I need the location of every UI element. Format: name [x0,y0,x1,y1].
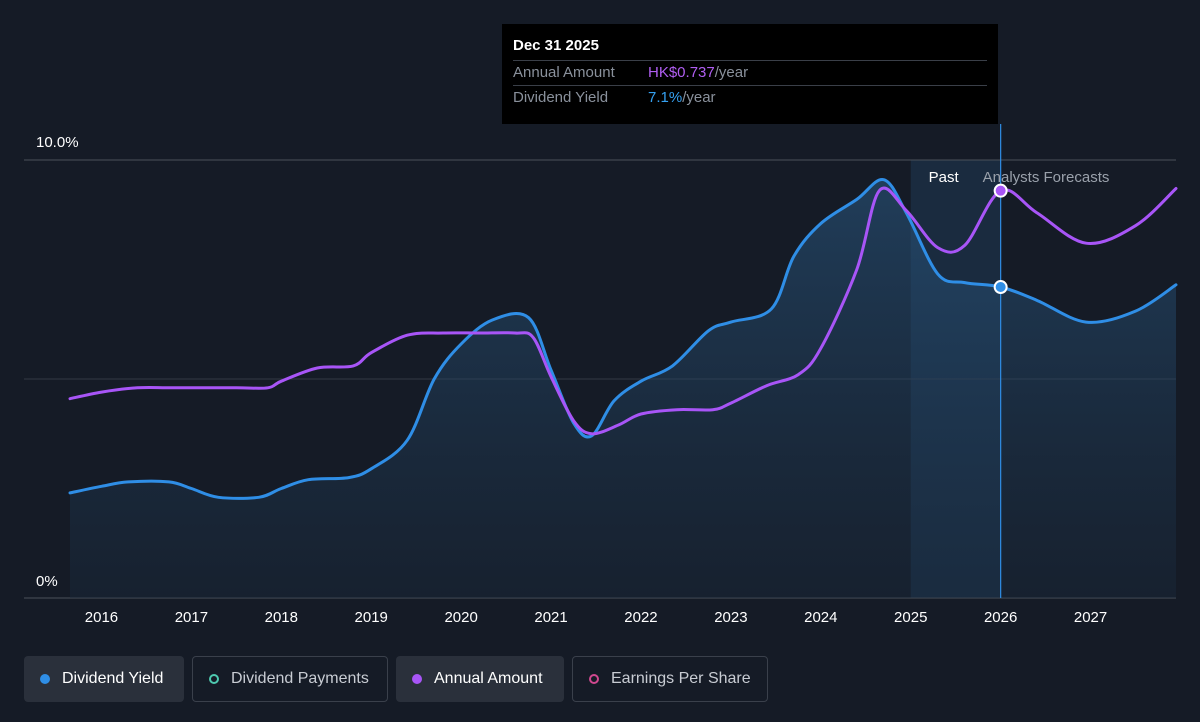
legend-earnings-per-share[interactable]: Earnings Per Share [572,656,768,702]
tooltip-label: Dividend Yield [513,89,609,106]
dividend-yield-area [70,179,1176,599]
legend-label: Dividend Yield [62,670,164,687]
x-tick-label: 2024 [804,609,837,626]
hover-marker-dividend-yield [993,280,1008,295]
x-tick-label: 2018 [265,609,298,626]
legend-dividend-payments[interactable]: Dividend Payments [192,656,388,702]
x-tick-label: 2017 [175,609,208,626]
past-region-label: Past [929,169,960,186]
x-tick-label: 2023 [714,609,747,626]
chart-legend: Dividend Yield Dividend Payments Annual … [24,656,768,702]
tooltip-value: HK$0.737 [648,64,715,81]
x-tick-label: 2027 [1074,609,1107,626]
tooltip-suffix: /year [682,89,716,106]
legend-label: Annual Amount [434,670,543,687]
tooltip-suffix: /year [714,64,749,81]
legend-annual-amount[interactable]: Annual Amount [396,656,564,702]
series-line-dividend-yield [68,178,1178,500]
x-tick-label: 2016 [85,609,118,626]
tooltip-row-annual-amount: Annual Amount HK$0.737/year [513,60,987,85]
x-tick-label: 2019 [355,609,388,626]
tooltip-value: 7.1% [648,89,683,106]
forecast-region-label: Analysts Forecasts [983,169,1110,186]
hover-marker-annual-amount [993,183,1008,198]
tooltip-label: Annual Amount [513,64,615,81]
legend-ring-icon [209,674,219,684]
x-tick-label: 2026 [984,609,1017,626]
tooltip-date: Dec 31 2025 [513,37,599,54]
y-tick-label-top: 10.0% [36,134,79,151]
x-tick-label: 2025 [894,609,927,626]
legend-dot-icon [412,674,422,684]
x-tick-label: 2021 [534,609,567,626]
hover-tooltip: Dec 31 2025 Annual Amount HK$0.737/year … [502,24,998,124]
x-tick-label: 2020 [444,609,477,626]
x-tick-label: 2022 [624,609,657,626]
legend-dividend-yield[interactable]: Dividend Yield [24,656,184,702]
legend-dot-icon [40,674,50,684]
y-tick-label-bottom: 0% [36,573,58,590]
legend-ring-icon [589,674,599,684]
series-line-annual-amount [68,186,1178,436]
legend-label: Dividend Payments [231,670,369,687]
legend-label: Earnings Per Share [611,670,751,687]
tooltip-row-dividend-yield: Dividend Yield 7.1%/year [513,85,987,110]
